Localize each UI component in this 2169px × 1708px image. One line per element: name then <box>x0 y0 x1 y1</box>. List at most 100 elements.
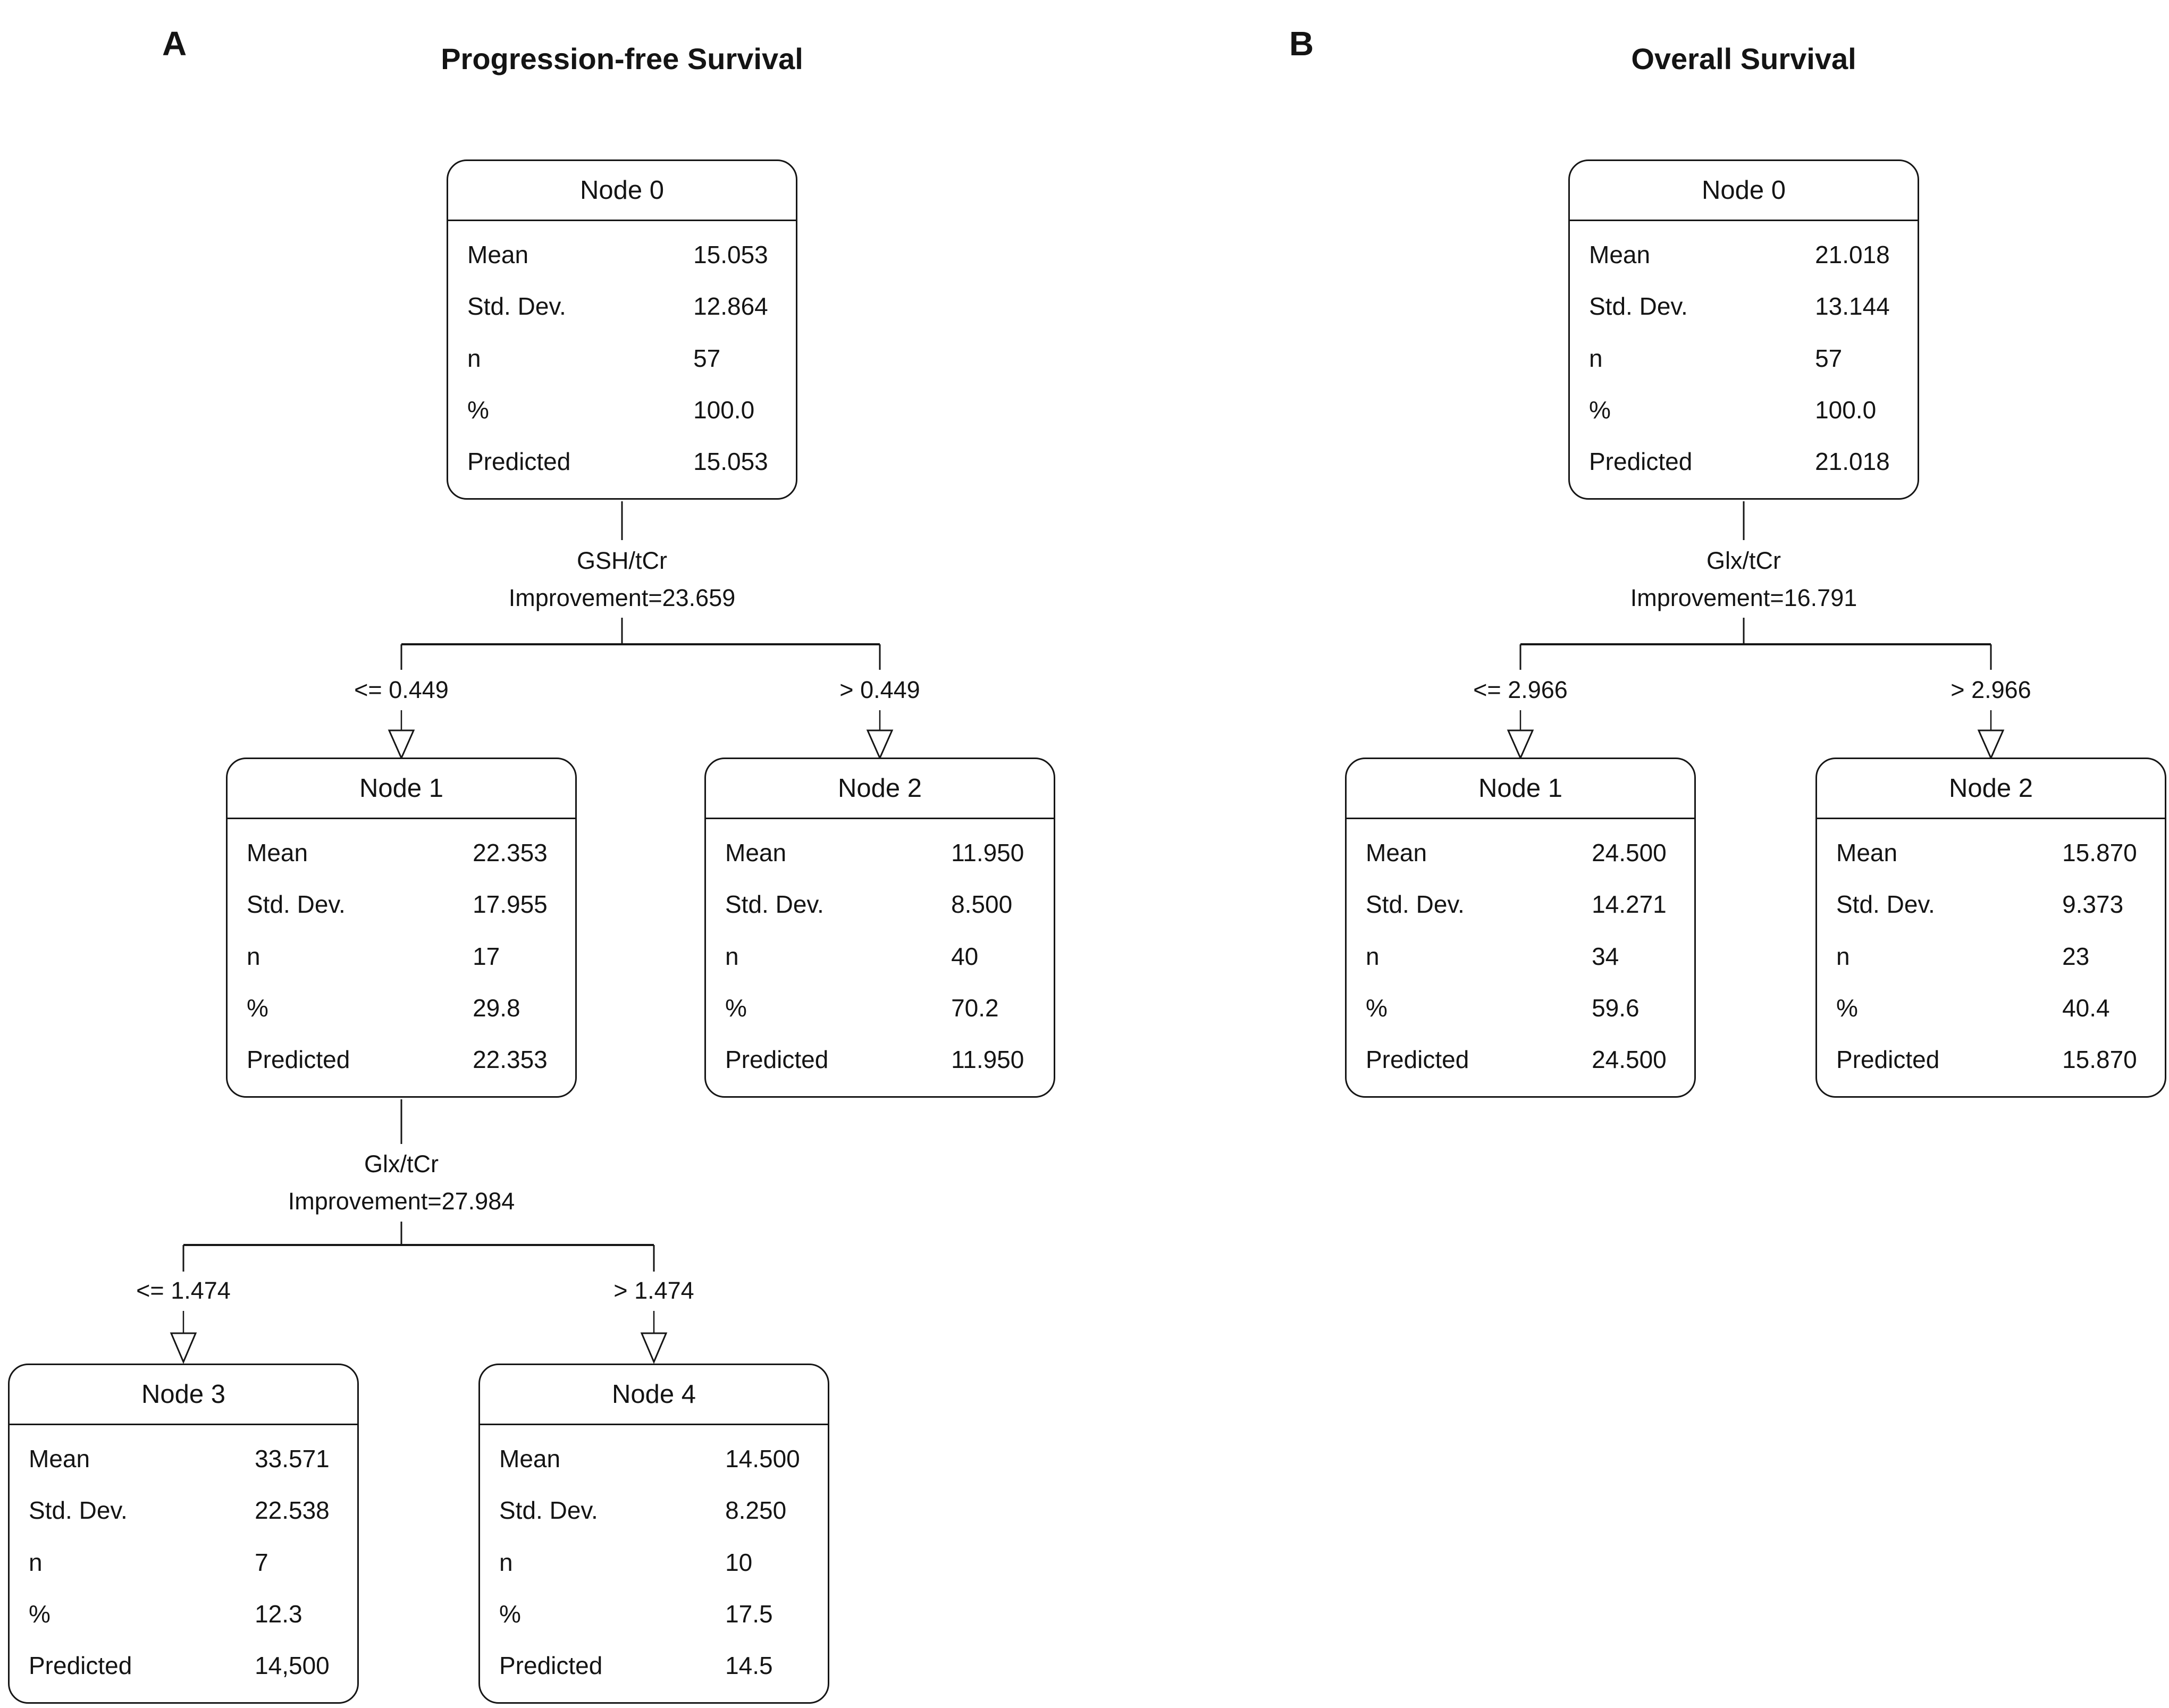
stat-value: 11.950 <box>951 1046 1024 1074</box>
split-improvement-label: Improvement=23.659 <box>508 584 736 611</box>
arrow-down-icon <box>640 1332 668 1364</box>
stat-row: Mean 33.571 <box>10 1433 357 1484</box>
branch-condition-label: <= 2.966 <box>1473 676 1568 703</box>
stat-label: Predicted <box>1836 1046 1940 1074</box>
node-stats: Mean 15.870 Std. Dev. 9.373 n 23 % 40.4 Pred… <box>1817 819 2165 1096</box>
stat-value: 12.864 <box>693 292 768 321</box>
stat-label: Mean <box>29 1444 90 1473</box>
stat-row: Predicted 24.500 <box>1347 1034 1694 1086</box>
stat-row: n 17 <box>228 930 575 982</box>
stat-value: 9.373 <box>2062 890 2124 919</box>
stat-row: % 100.0 <box>448 384 796 435</box>
node-title: Node 0 <box>1570 161 1918 221</box>
stat-label: Mean <box>1589 240 1651 268</box>
node-stats: Mean 15.053 Std. Dev. 12.864 n 57 % 100.0 Pr… <box>448 221 796 498</box>
stat-label: n <box>499 1548 513 1576</box>
stat-label: % <box>247 994 268 1022</box>
node-title: Node 2 <box>1817 759 2165 819</box>
stat-label: n <box>467 344 481 372</box>
branch-condition-label: <= 0.449 <box>354 676 449 703</box>
stat-row: % 29.8 <box>228 982 575 1033</box>
stat-row: n 57 <box>448 332 796 384</box>
stat-row: Mean 14.500 <box>480 1433 828 1484</box>
node-stats: Mean 22.353 Std. Dev. 17.955 n 17 % 29.8 Pre… <box>228 819 575 1096</box>
stat-value: 8.500 <box>951 890 1013 919</box>
tree-a-node-2: Node 2 Mean 11.950 Std. Dev. 8.500 n 40 % 70… <box>704 758 1055 1098</box>
stat-value: 24.500 <box>1592 838 1667 866</box>
node-stats: Mean 21.018 Std. Dev. 13.144 n 57 % 100.0 Pr… <box>1570 221 1918 498</box>
panel-a-letter: A <box>162 24 187 63</box>
stat-value: 15.870 <box>2062 838 2137 866</box>
stat-row: % 12.3 <box>10 1588 357 1639</box>
stat-row: Predicted 15.870 <box>1817 1034 2165 1086</box>
stat-label: Std. Dev. <box>499 1496 598 1525</box>
stat-value: 15.053 <box>693 448 768 476</box>
stat-row: Std. Dev. 13.144 <box>1570 280 1918 332</box>
stat-value: 14.500 <box>725 1444 800 1473</box>
stat-label: % <box>29 1600 51 1628</box>
stat-row: Std. Dev. 8.500 <box>706 878 1054 930</box>
tree-a-node-4: Node 4 Mean 14.500 Std. Dev. 8.250 n 10 % 17… <box>478 1364 829 1704</box>
stat-row: Mean 24.500 <box>1347 827 1694 878</box>
stat-label: Predicted <box>29 1652 132 1680</box>
arrow-down-icon <box>866 729 894 760</box>
stat-row: n 57 <box>1570 332 1918 384</box>
stat-label: Std. Dev. <box>247 890 346 919</box>
stat-row: Std. Dev. 14.271 <box>1347 878 1694 930</box>
stat-label: Mean <box>247 838 308 866</box>
stat-value: 100.0 <box>693 396 755 424</box>
stat-value: 57 <box>1815 344 1843 372</box>
stat-row: Predicted 14.5 <box>480 1640 828 1692</box>
stat-value: 22.538 <box>255 1496 330 1525</box>
stat-value: 7 <box>255 1548 268 1576</box>
node-title: Node 1 <box>1347 759 1694 819</box>
stat-label: % <box>467 396 489 424</box>
stat-row: Std. Dev. 17.955 <box>228 878 575 930</box>
stat-row: Mean 21.018 <box>1570 229 1918 280</box>
stat-label: Mean <box>725 838 787 866</box>
stat-value: 59.6 <box>1592 994 1640 1022</box>
branch-condition-label: <= 1.474 <box>136 1277 231 1304</box>
stat-label: % <box>1836 994 1858 1022</box>
tree-a-node-1: Node 1 Mean 22.353 Std. Dev. 17.955 n 17 % 2… <box>226 758 577 1098</box>
stat-value: 21.018 <box>1815 240 1890 268</box>
stat-row: % 59.6 <box>1347 982 1694 1033</box>
stat-value: 34 <box>1592 942 1619 970</box>
stat-value: 14.5 <box>725 1652 773 1680</box>
node-title: Node 0 <box>448 161 796 221</box>
panel-b-title: Overall Survival <box>1631 42 1856 75</box>
stat-value: 24.500 <box>1592 1046 1667 1074</box>
branch-condition-label: > 2.966 <box>1951 676 2031 703</box>
stat-row: Std. Dev. 8.250 <box>480 1484 828 1536</box>
split-variable-label: Glx/tCr <box>364 1150 439 1177</box>
stat-label: Std. Dev. <box>467 292 566 321</box>
tree-b-node-2: Node 2 Mean 15.870 Std. Dev. 9.373 n 23 % 40… <box>1815 758 2166 1098</box>
stat-label: % <box>499 1600 521 1628</box>
split-label-group: GSH/tCr Improvement=23.659 <box>420 542 824 617</box>
node-stats: Mean 14.500 Std. Dev. 8.250 n 10 % 17.5 Pred… <box>480 1425 828 1702</box>
stat-label: Std. Dev. <box>1589 292 1688 321</box>
stat-value: 21.018 <box>1815 448 1890 476</box>
stat-row: % 100.0 <box>1570 384 1918 435</box>
stat-value: 22.353 <box>473 1046 548 1074</box>
stat-label: Mean <box>1366 838 1427 866</box>
stat-label: Mean <box>499 1444 561 1473</box>
node-title: Node 4 <box>480 1365 828 1425</box>
stat-label: Std. Dev. <box>29 1496 128 1525</box>
stat-row: Mean 22.353 <box>228 827 575 878</box>
stat-value: 22.353 <box>473 838 548 866</box>
branch-condition-label: > 1.474 <box>613 1277 694 1304</box>
stat-value: 29.8 <box>473 994 520 1022</box>
stat-row: Predicted 22.353 <box>228 1034 575 1086</box>
stat-label: n <box>725 942 739 970</box>
stat-label: % <box>1366 994 1388 1022</box>
stat-value: 33.571 <box>255 1444 330 1473</box>
stat-value: 17 <box>473 942 500 970</box>
stat-row: Predicted 15.053 <box>448 436 796 487</box>
stat-label: Mean <box>1836 838 1898 866</box>
stat-label: Std. Dev. <box>725 890 824 919</box>
stat-value: 40 <box>951 942 979 970</box>
split-improvement-label: Improvement=27.984 <box>288 1188 515 1215</box>
